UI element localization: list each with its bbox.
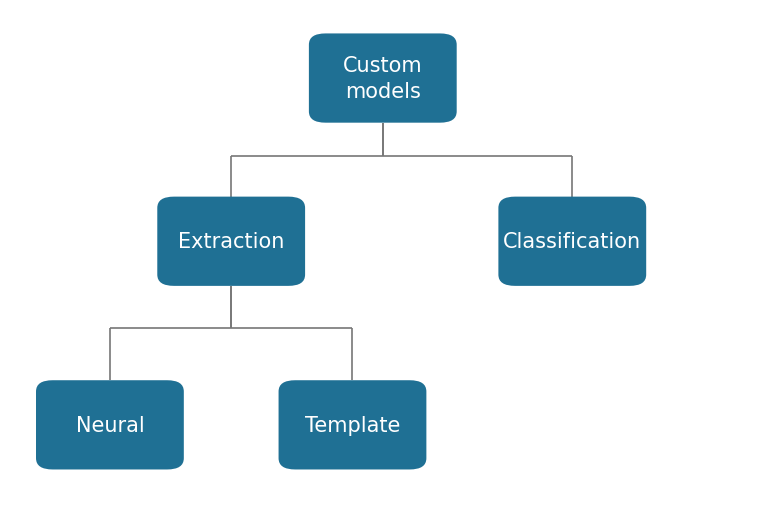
Text: Neural: Neural	[76, 415, 144, 435]
FancyBboxPatch shape	[36, 381, 183, 469]
Text: Template: Template	[305, 415, 400, 435]
FancyBboxPatch shape	[158, 197, 305, 286]
FancyBboxPatch shape	[279, 381, 426, 469]
Text: Custom
models: Custom models	[343, 56, 423, 102]
FancyBboxPatch shape	[499, 197, 646, 286]
Text: Classification: Classification	[503, 232, 641, 252]
Text: Extraction: Extraction	[178, 232, 284, 252]
FancyBboxPatch shape	[309, 35, 456, 123]
